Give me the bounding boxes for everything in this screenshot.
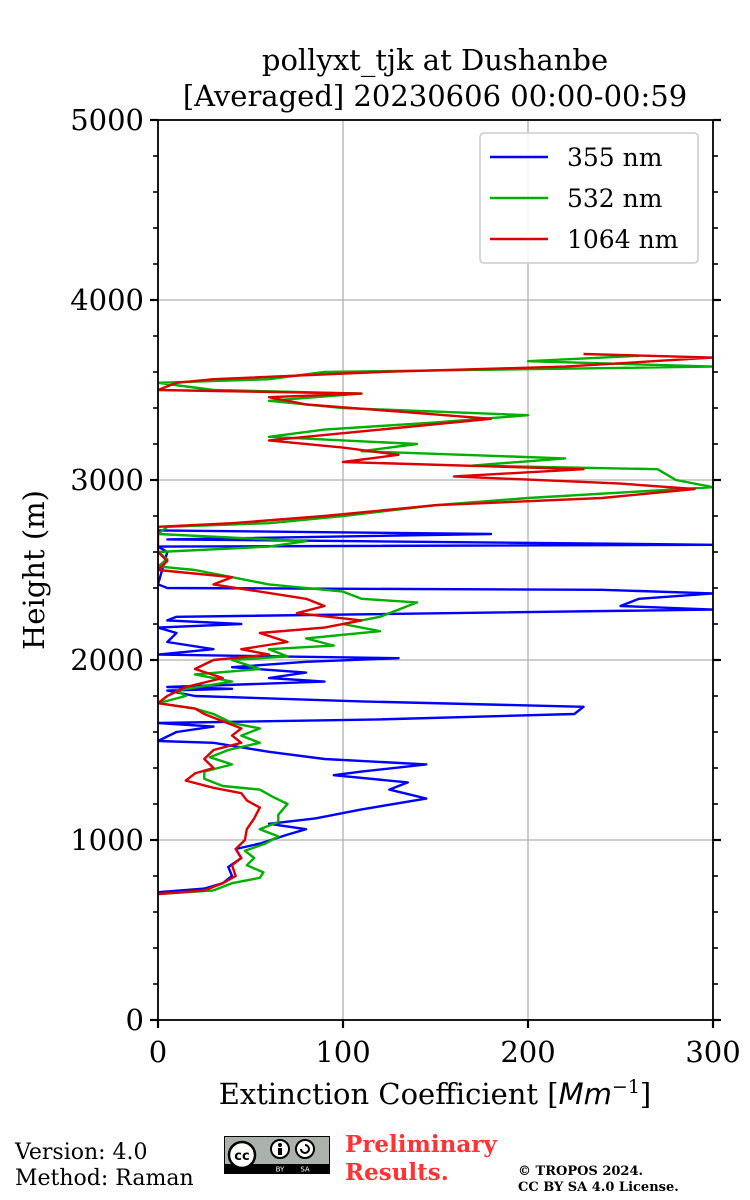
chart-title-line-1: pollyxt_tjk at Dushanbe [262, 43, 608, 78]
legend-label: 355 nm [567, 143, 663, 172]
cc-badge-cc: cc [234, 1149, 249, 1164]
y-tick-label: 5000 [70, 103, 144, 137]
x-tick-label: 0 [149, 1035, 167, 1069]
y-tick-label: 0 [126, 1003, 144, 1037]
legend: 355 nm 532 nm 1064 nm [479, 132, 699, 264]
y-axis-label: Height (m) [17, 490, 51, 650]
extinction-profile-chart: 0 1000 2000 3000 4000 5000 0 100 200 300 pollyxt_… [17, 43, 741, 1111]
x-tick-label: 200 [500, 1035, 555, 1069]
copyright-line-2: CC BY SA 4.0 License. [518, 1180, 679, 1195]
cc-badge-by: BY [276, 1166, 285, 1174]
legend-label: 1064 nm [567, 225, 679, 254]
method-text: Method: Raman [15, 1166, 194, 1191]
x-tick-label: 300 [685, 1035, 740, 1069]
legend-box [479, 132, 699, 264]
cc-badge-sa: SA [300, 1166, 310, 1174]
y-tick-label: 2000 [70, 643, 144, 677]
preliminary-line-1: Preliminary [345, 1131, 497, 1158]
series-line-355-nm [158, 529, 713, 894]
preliminary-line-2: Results. [345, 1159, 449, 1186]
creative-commons-by-sa-icon: cc BY SA [224, 1136, 330, 1174]
version-text: Version: 4.0 [15, 1140, 148, 1165]
preliminary-results-note: Preliminary Results. [345, 1131, 497, 1187]
plot-frame [157, 119, 714, 1021]
share-alike-icon [295, 1139, 315, 1159]
y-tick-label: 1000 [70, 823, 144, 857]
chart-title-line-2: [Averaged] 20230606 00:00-00:59 [183, 79, 687, 113]
x-axis-label-main: Extinction Coefficient [ [219, 1077, 559, 1111]
version-method-note: Version: 4.0 Method: Raman [15, 1140, 194, 1192]
x-axis-label-unit: Mm [559, 1077, 612, 1111]
axes: 0 1000 2000 3000 4000 5000 0 100 200 300 [70, 103, 740, 1069]
series-line-1064-nm [158, 352, 713, 896]
copyright-line-1: © TROPOS 2024. [518, 1164, 644, 1179]
x-axis-label-end: ] [640, 1077, 651, 1111]
y-tick-label: 4000 [70, 283, 144, 317]
x-tick-label: 100 [315, 1035, 370, 1069]
x-axis-label: Extinction Coefficient [Mm−1] [219, 1076, 652, 1111]
cc-circle-icon [227, 1140, 257, 1170]
y-tick-label: 3000 [70, 463, 144, 497]
copyright-note: © TROPOS 2024. CC BY SA 4.0 License. [518, 1164, 679, 1196]
x-axis-label-exponent: −1 [612, 1076, 640, 1098]
legend-label: 532 nm [567, 184, 663, 213]
series-lines [158, 352, 713, 896]
